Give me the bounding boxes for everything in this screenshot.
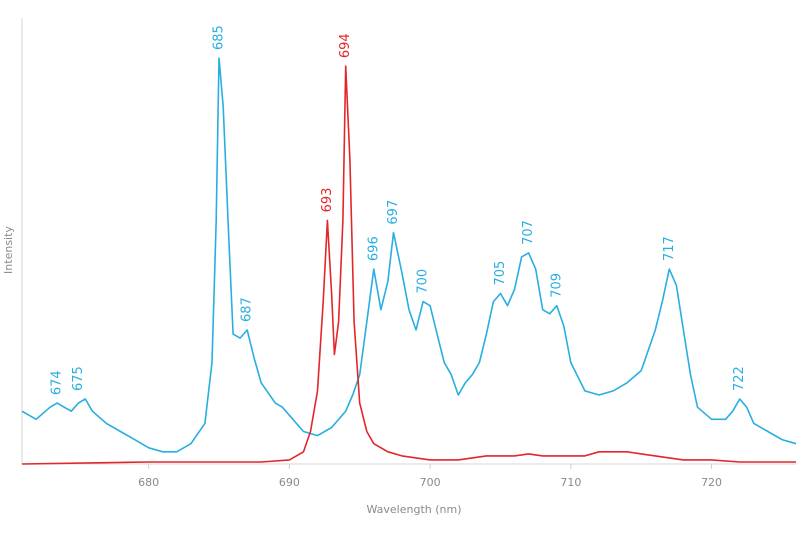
x-tick-label: 710 (560, 476, 581, 489)
series-line-2 (21, 65, 796, 465)
x-tick-label: 680 (138, 476, 159, 489)
peak-label: 707 (521, 220, 536, 245)
peak-label: 696 (366, 236, 381, 261)
peak-label: 674 (50, 370, 65, 395)
peak-label: 687 (240, 297, 255, 322)
x-tick-label: 690 (279, 476, 300, 489)
peak-label: 697 (386, 200, 401, 225)
y-axis-title: Intensity (2, 226, 15, 274)
series-layer (21, 57, 797, 465)
x-tick-label: 700 (420, 476, 441, 489)
x-tick-label: 720 (701, 476, 722, 489)
peak-label: 685 (212, 25, 227, 50)
peak-label: 717 (662, 236, 677, 261)
peak-label: 709 (549, 273, 564, 298)
x-axis-title: Wavelength (nm) (366, 503, 461, 516)
peak-labels: 674 675 685 687 693 694 696 697 700 705 707 709 717 7… (50, 25, 748, 395)
peak-label: 722 (732, 366, 747, 391)
x-ticks: 680 690 700 710 720 (138, 464, 722, 489)
peak-label: 694 (338, 33, 353, 58)
peak-label: 700 (416, 269, 431, 294)
peak-label: 693 (320, 188, 335, 213)
peak-label: 675 (71, 366, 86, 391)
series-line-1 (21, 57, 797, 453)
peak-label: 705 (493, 261, 508, 286)
